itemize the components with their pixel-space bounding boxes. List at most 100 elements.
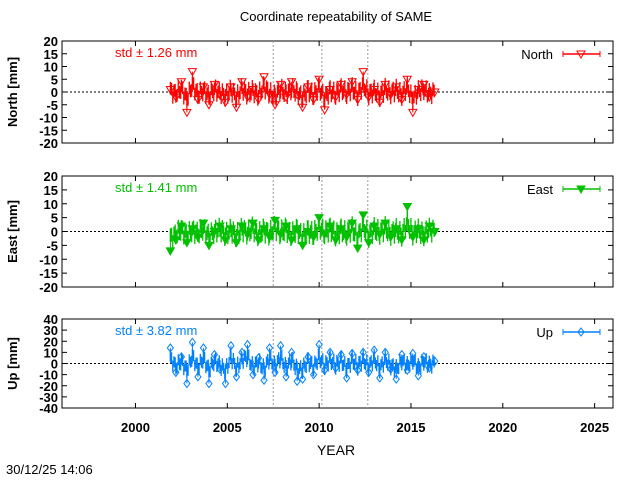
data-point	[420, 351, 428, 362]
data-point	[429, 88, 440, 98]
data-point	[303, 228, 313, 237]
data-point	[238, 347, 246, 358]
data-point	[182, 239, 192, 248]
data-point	[237, 222, 247, 231]
y-tick-label: -10	[39, 111, 58, 126]
data-point	[374, 98, 385, 108]
y-tick-label: -20	[39, 280, 58, 295]
data-point	[242, 93, 253, 103]
data-point	[336, 225, 347, 234]
data-point	[248, 219, 258, 229]
y-axis-label: North [mm]	[5, 57, 20, 127]
data-point	[297, 103, 308, 113]
data-point	[298, 374, 307, 384]
y-tick-label: -10	[39, 252, 58, 267]
data-point	[282, 372, 290, 382]
x-tick-label: 2025	[580, 420, 609, 435]
y-tick-label: 15	[44, 47, 58, 62]
data-point	[376, 373, 384, 383]
legend-label: Up	[536, 325, 553, 340]
data-point	[215, 91, 225, 100]
y-tick-label: -30	[39, 390, 58, 405]
data-point	[286, 236, 297, 245]
data-point	[431, 356, 439, 367]
y-tick-label: 20	[44, 169, 58, 184]
data-point	[254, 353, 263, 363]
data-point	[226, 83, 236, 92]
data-point	[352, 96, 363, 105]
data-point	[193, 96, 203, 105]
data-point	[166, 343, 174, 353]
std-annotation: std ± 1.41 mm	[115, 180, 197, 195]
data-point	[577, 327, 585, 337]
data-point	[220, 236, 231, 245]
data-point	[354, 365, 362, 376]
data-point	[418, 236, 429, 245]
data-point	[270, 101, 280, 110]
y-tick-label: 15	[44, 183, 58, 198]
data-point	[209, 80, 220, 90]
data-point	[216, 364, 224, 374]
y-axis-label: Up [mm]	[5, 337, 20, 390]
data-point	[231, 103, 242, 113]
data-point	[341, 233, 352, 243]
y-tick-label: 20	[44, 34, 58, 49]
data-point	[264, 233, 275, 243]
data-point	[303, 83, 313, 92]
data-point	[576, 185, 586, 195]
data-point	[409, 348, 417, 359]
data-point	[221, 378, 230, 389]
data-point	[249, 369, 257, 380]
data-point	[352, 244, 363, 254]
data-point	[347, 219, 358, 229]
x-tick-label: 2010	[305, 420, 334, 435]
data-point	[187, 225, 198, 234]
data-point	[337, 349, 345, 360]
y-tick-label: 0	[51, 85, 58, 100]
data-point	[396, 236, 407, 245]
y-tick-label: -20	[39, 136, 58, 151]
data-point	[253, 236, 264, 245]
y-tick-label: -15	[39, 266, 58, 281]
data-point	[321, 365, 329, 376]
y-tick-label: -15	[39, 123, 58, 138]
data-point	[319, 230, 330, 240]
data-point	[429, 228, 440, 237]
data-point	[165, 85, 176, 95]
data-point	[304, 351, 312, 362]
data-point	[358, 211, 369, 220]
data-point	[343, 373, 351, 383]
data-point	[220, 98, 231, 108]
y-tick-label: -10	[39, 368, 58, 383]
data-point	[424, 222, 435, 231]
y-tick-label: 10	[44, 60, 58, 75]
data-point	[370, 345, 378, 355]
data-point	[205, 378, 213, 389]
timestamp: 30/12/25 14:06	[6, 462, 93, 477]
data-point	[358, 68, 369, 77]
data-point	[385, 233, 396, 243]
data-point	[359, 347, 367, 358]
data-point	[232, 372, 241, 382]
data-point	[204, 101, 214, 110]
data-point	[260, 375, 268, 386]
data-point	[325, 222, 336, 231]
data-point	[380, 219, 391, 229]
data-point	[198, 83, 209, 92]
data-point	[271, 367, 279, 378]
x-tick-label: 2020	[488, 420, 517, 435]
data-point	[227, 340, 235, 351]
data-point	[199, 343, 208, 353]
data-point	[243, 339, 252, 350]
data-point	[204, 241, 214, 251]
data-point	[171, 236, 181, 245]
data-point	[369, 85, 380, 95]
data-point	[226, 225, 236, 234]
data-point	[308, 233, 319, 243]
legend-label: North	[521, 47, 553, 62]
data-point	[391, 225, 402, 234]
data-point	[176, 222, 187, 231]
data-point	[363, 239, 374, 248]
